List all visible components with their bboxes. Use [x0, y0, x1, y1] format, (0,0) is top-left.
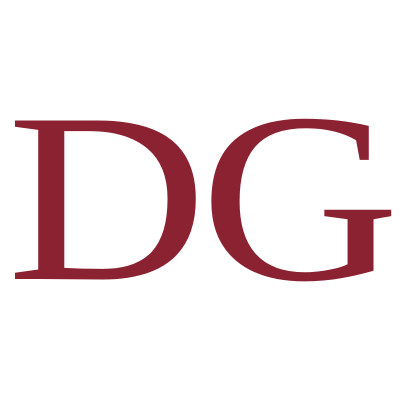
monogram-text: DG — [7, 64, 393, 332]
